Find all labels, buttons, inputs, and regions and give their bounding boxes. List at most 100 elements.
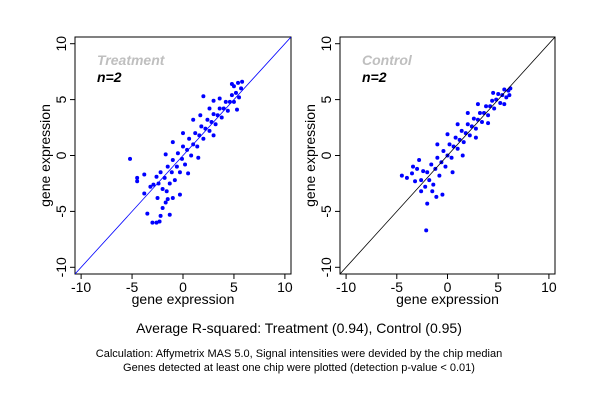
data-point <box>217 106 222 111</box>
y-tick-label: -5 <box>318 205 334 218</box>
data-point <box>154 220 159 225</box>
x-tick-label: -5 <box>126 279 139 295</box>
data-point <box>185 147 190 152</box>
x-tick-label: 10 <box>541 279 557 295</box>
data-point <box>207 128 212 133</box>
identity-line <box>75 37 291 274</box>
data-point <box>457 137 462 142</box>
data-point <box>148 184 153 189</box>
data-point <box>504 95 509 100</box>
data-point <box>455 146 460 151</box>
calculation-note: Calculation: Affymetrix MAS 5.0, Signal … <box>96 348 502 360</box>
data-point <box>156 181 161 186</box>
data-point <box>479 119 484 124</box>
x-axis-label: gene expression <box>132 291 235 307</box>
data-point <box>455 122 460 127</box>
data-point <box>231 99 236 104</box>
data-point <box>404 175 409 180</box>
data-point <box>467 133 472 138</box>
y-axis-label: gene expression <box>302 104 318 207</box>
data-point <box>465 111 470 116</box>
data-point <box>460 153 465 158</box>
x-tick-label: 0 <box>179 279 187 295</box>
data-point <box>492 106 497 111</box>
data-point <box>135 175 140 180</box>
control-panel: -10 -5 0 5 10 -10 -5 0 5 10 gene expression gene ex… <box>302 36 557 307</box>
data-point <box>235 107 239 112</box>
data-point <box>236 80 241 85</box>
data-point <box>209 119 214 124</box>
data-point <box>170 195 175 200</box>
data-point <box>225 108 230 113</box>
data-point <box>150 220 155 225</box>
data-point <box>419 189 424 194</box>
data-point <box>507 93 512 98</box>
detection-note: Genes detected at least one chip were pl… <box>123 362 475 374</box>
data-point <box>195 144 200 149</box>
data-point <box>463 131 468 136</box>
y-tick-label: 5 <box>53 96 69 104</box>
x-tick-label: -10 <box>336 279 356 295</box>
data-point <box>211 133 216 138</box>
data-point <box>215 113 220 118</box>
panel-title: Treatment <box>97 52 166 68</box>
data-point <box>427 178 432 183</box>
data-point <box>189 153 194 158</box>
data-point <box>451 144 456 149</box>
data-point <box>486 121 491 126</box>
y-tick-label: -10 <box>318 257 334 277</box>
data-point <box>453 135 458 140</box>
data-point <box>207 106 212 111</box>
sample-count: n=2 <box>97 69 122 85</box>
data-point <box>160 206 165 211</box>
data-point <box>177 192 182 197</box>
data-point <box>158 213 163 218</box>
data-point <box>469 124 474 129</box>
data-point <box>237 95 242 100</box>
data-point <box>417 157 422 162</box>
data-point <box>429 162 434 167</box>
data-point <box>465 122 470 127</box>
data-point <box>494 97 499 102</box>
data-point <box>163 200 168 205</box>
y-tick-label: 0 <box>318 151 334 159</box>
data-point <box>164 189 169 194</box>
data-point <box>142 191 147 196</box>
data-point <box>193 131 198 136</box>
panel-title: Control <box>362 52 413 68</box>
data-point <box>201 94 206 99</box>
data-point <box>135 179 140 184</box>
data-point <box>211 98 216 103</box>
data-point <box>240 79 245 84</box>
data-point <box>186 171 191 176</box>
data-point <box>490 98 495 103</box>
data-point <box>181 131 185 136</box>
y-tick-label: -5 <box>53 205 69 218</box>
data-point <box>145 211 150 216</box>
points <box>340 37 555 274</box>
data-point <box>217 96 222 101</box>
data-point <box>163 152 168 157</box>
data-point <box>169 170 174 175</box>
data-point <box>142 172 147 177</box>
treatment-panel: -10 -5 0 5 10 -10 -5 0 5 10 gene expression gene ex… <box>37 36 293 307</box>
data-point <box>486 113 491 118</box>
data-point <box>211 112 216 117</box>
data-point <box>158 170 163 175</box>
data-point <box>450 170 455 175</box>
data-point <box>239 86 244 91</box>
x-tick-label: 0 <box>444 279 452 295</box>
data-point <box>187 136 192 141</box>
data-point <box>431 182 436 187</box>
data-point <box>165 197 170 202</box>
data-point <box>128 156 133 161</box>
data-point <box>167 181 172 186</box>
data-point <box>174 164 179 169</box>
data-point <box>199 124 204 129</box>
data-point <box>413 179 418 184</box>
data-point <box>201 136 206 141</box>
data-point <box>229 93 234 98</box>
data-point <box>473 126 478 131</box>
data-point <box>170 140 175 145</box>
